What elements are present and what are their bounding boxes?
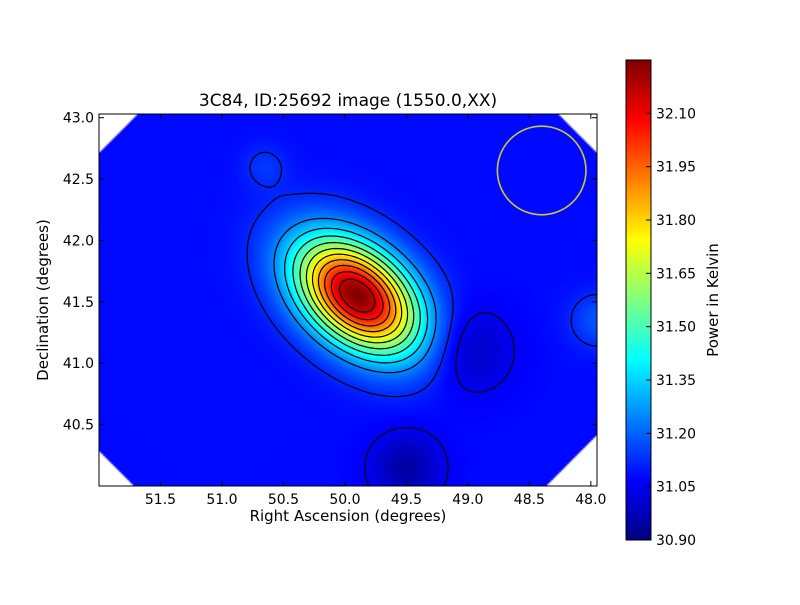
- colorbar-tick-label: 31.35: [656, 373, 696, 389]
- x-tick-label: 50.0: [329, 492, 360, 508]
- contour-line: [284, 227, 429, 364]
- contour-line: [273, 217, 437, 374]
- x-tick-label: 49.5: [391, 492, 422, 508]
- contour-line: [299, 241, 415, 350]
- colorbar-tick-label: 30.90: [656, 533, 696, 549]
- colorbar-tick-label: 31.05: [656, 480, 696, 496]
- x-tick-label: 51.5: [145, 492, 176, 508]
- y-tick-label: 43.0: [63, 111, 94, 127]
- colorbar-tick-label: 31.50: [656, 320, 696, 336]
- heatmap-image: [99, 114, 597, 486]
- contour-lines: [246, 151, 597, 486]
- y-tick-label: 42.5: [63, 172, 94, 188]
- contour-line: [324, 264, 391, 327]
- chart-title: 3C84, ID:25692 image (1550.0,XX): [199, 91, 497, 111]
- colorbar-tick-label: 32.10: [656, 106, 696, 122]
- contour-line: [364, 311, 515, 486]
- y-axis-label: Declination (degrees): [34, 219, 52, 381]
- contour-line: [330, 271, 384, 321]
- contour-line: [292, 235, 421, 356]
- x-tick-label: 50.5: [268, 492, 299, 508]
- colorbar-label: Power in Kelvin: [704, 243, 722, 357]
- colorbar-tick-label: 31.80: [656, 213, 696, 229]
- y-tick-label: 41.0: [63, 356, 94, 372]
- contour-line: [338, 278, 376, 313]
- x-axis: 51.5 51.0 50.5 50.0 49.5 49.0 48.5 48.0: [145, 114, 606, 508]
- x-tick-label: 49.0: [452, 492, 483, 508]
- x-tick-label: 48.5: [514, 492, 545, 508]
- contour-line: [246, 151, 597, 398]
- colorbar-tick-label: 31.65: [656, 266, 696, 282]
- colorbar-tick-label: 31.95: [656, 160, 696, 176]
- colorbar: 30.90 31.05 31.20 31.35 31.50 31.65 31.80 31.95…: [625, 59, 722, 549]
- contour-line: [305, 247, 409, 344]
- x-tick-label: 48.0: [575, 492, 606, 508]
- beam-circle: [496, 125, 587, 216]
- y-tick-label: 40.5: [63, 418, 94, 434]
- plot-area: [99, 114, 597, 486]
- x-tick-label: 51.0: [206, 492, 237, 508]
- contour-line: [317, 259, 397, 333]
- colorbar-gradient: [625, 59, 652, 541]
- plot-frame: [98, 113, 598, 487]
- contour-line: [311, 253, 403, 338]
- colorbar-ticks: 30.90 31.05 31.20 31.35 31.50 31.65 31.80 31.95…: [646, 106, 696, 549]
- colorbar-tick-label: 31.20: [656, 426, 696, 442]
- y-tick-label: 42.0: [63, 233, 94, 249]
- y-axis: 40.5 41.0 41.5 42.0 42.5 43.0: [63, 111, 597, 434]
- x-axis-label: Right Ascension (degrees): [250, 507, 447, 525]
- y-tick-label: 41.5: [63, 295, 94, 311]
